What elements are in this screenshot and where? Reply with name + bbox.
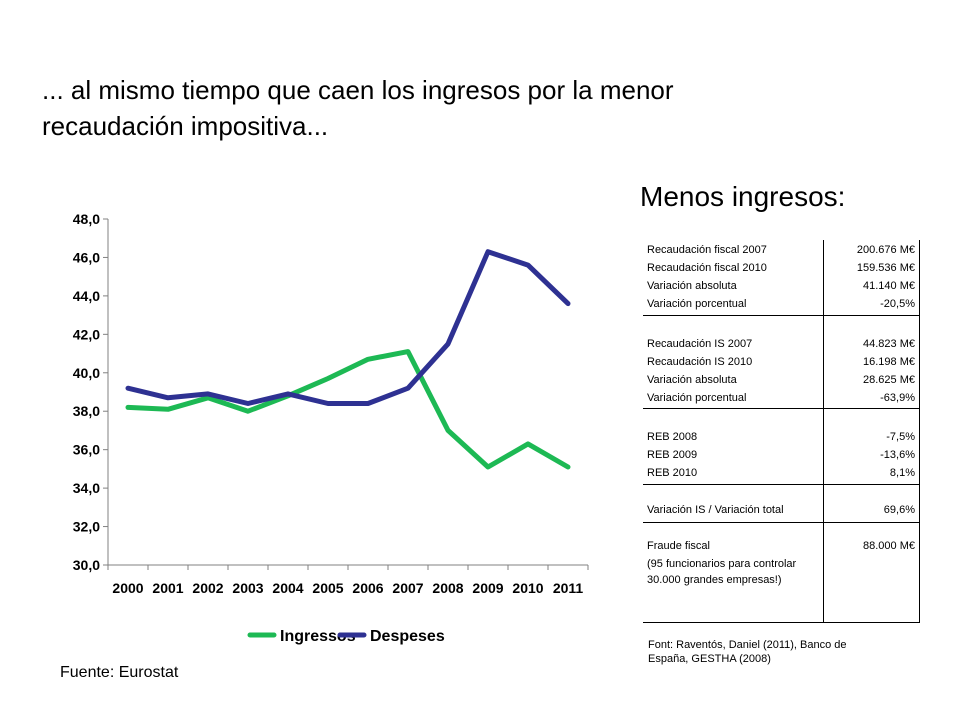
y-tick-label: 30,0 xyxy=(73,557,100,573)
y-tick-label: 48,0 xyxy=(73,211,100,227)
table-row-label: Variación porcentual xyxy=(647,298,747,310)
table-row-value: -7,5% xyxy=(886,431,915,443)
table-row-label: Recaudación fiscal 2010 xyxy=(647,262,767,274)
table-row-label: Variación absoluta xyxy=(647,280,737,292)
x-tick-label: 2002 xyxy=(192,580,223,596)
table-row: Recaudación IS 2007 44.823 M€ xyxy=(643,336,919,354)
revenue-table: Recaudación fiscal 2007 200.676 M€ Recauda… xyxy=(643,240,920,623)
slide-title: ... al mismo tiempo que caen los ingreso… xyxy=(42,75,674,141)
x-tick-label: 2010 xyxy=(512,580,543,596)
table-row: Variación porcentual -20,5% xyxy=(643,296,919,314)
x-tick-label: 2006 xyxy=(352,580,383,596)
table-row: Recaudación fiscal 2007 200.676 M€ xyxy=(643,242,919,260)
table-row-label: Recaudación IS 2010 xyxy=(647,356,753,368)
table-row: REB 2008 -7,5% xyxy=(643,429,919,447)
x-tick-label: 2005 xyxy=(312,580,343,596)
side-heading: Menos ingresos: xyxy=(640,181,846,212)
table-row-label: REB 2009 xyxy=(647,449,698,461)
x-tick-label: 2001 xyxy=(152,580,183,596)
table-group-divider xyxy=(643,315,919,316)
table-group-divider xyxy=(643,484,919,485)
table-group-divider xyxy=(643,522,919,523)
table-row-value: 159.536 M€ xyxy=(856,262,915,274)
y-tick-label: 44,0 xyxy=(73,288,100,304)
y-tick-label: 38,0 xyxy=(73,403,100,419)
x-tick-label: 2011 xyxy=(553,580,584,596)
table-row-label: Variación IS / Variación total xyxy=(647,504,784,516)
table-row-value: 41.140 M€ xyxy=(863,280,915,292)
source-citation: Font: Raventós, Daniel (2011), Banco de … xyxy=(648,639,847,665)
table-row-value: 44.823 M€ xyxy=(863,338,915,350)
table-row-label: Recaudación IS 2007 xyxy=(647,338,753,350)
table-row: Variación absoluta 41.140 M€ xyxy=(643,278,919,296)
y-tick-label: 42,0 xyxy=(73,326,100,342)
table-row-value: 88.000 M€ xyxy=(863,540,915,552)
series-lines xyxy=(125,249,571,470)
table-row-value: 69,6% xyxy=(883,504,915,516)
table-row-value: 8,1% xyxy=(889,467,915,479)
table-row-value: 16.198 M€ xyxy=(863,356,915,368)
table-row-value: -13,6% xyxy=(880,449,915,461)
table-row-label: Fraude fiscal xyxy=(647,540,710,552)
table-row: REB 2009 -13,6% xyxy=(643,447,919,465)
table-row: REB 2010 8,1% xyxy=(643,465,919,483)
x-axis: 2000 2001 2002 2003 2004 2005 2006 2007 2008 2009… xyxy=(107,564,589,596)
table-row: Recaudación IS 2010 16.198 M€ xyxy=(643,354,919,372)
x-tick-label: 2003 xyxy=(232,580,263,596)
y-tick-label: 32,0 xyxy=(73,519,100,535)
table-row: Variación absoluta 28.625 M€ xyxy=(643,372,919,390)
y-tick-label: 46,0 xyxy=(73,249,100,265)
table-row-label: REB 2008 xyxy=(647,431,698,443)
table-row-value: 200.676 M€ xyxy=(856,244,915,256)
y-axis: 30,0 32,0 34,0 36,0 38,0 40,0 42,0 44,0 46,0 48,0 xyxy=(73,211,109,573)
table-row-label: Variación porcentual xyxy=(647,392,747,404)
y-tick-label: 34,0 xyxy=(73,480,100,496)
table-row: Variación IS / Variación total 69,6% xyxy=(643,502,919,520)
table-row-value: -63,9% xyxy=(880,392,915,404)
table-row-label: Variación absoluta xyxy=(647,374,737,386)
x-tick-label: 2000 xyxy=(112,580,143,596)
table-column-divider xyxy=(823,240,824,622)
y-tick-label: 40,0 xyxy=(73,365,100,381)
series-line-ingressos xyxy=(125,349,571,470)
x-tick-label: 2009 xyxy=(472,580,503,596)
legend: Ingressos Despeses xyxy=(247,628,445,645)
table-row: Recaudación fiscal 2010 159.536 M€ xyxy=(643,260,919,278)
table-row-label: REB 2010 xyxy=(647,467,698,479)
x-tick-label: 2004 xyxy=(272,580,303,596)
legend-label-ingressos: Ingressos xyxy=(280,628,356,645)
line-chart: 30,0 32,0 34,0 36,0 38,0 40,0 42,0 44,0 46,0 48,0… xyxy=(73,211,589,645)
table-row-label: Recaudación fiscal 2007 xyxy=(647,244,767,256)
table-row-value: 28.625 M€ xyxy=(863,374,915,386)
table-row: Fraude fiscal 88.000 M€ xyxy=(643,538,919,556)
table-row: Variación porcentual -63,9% xyxy=(643,390,919,408)
legend-label-despeses: Despeses xyxy=(370,628,445,645)
source-eurostat: Fuente: Eurostat xyxy=(60,664,179,681)
table-row-value: -20,5% xyxy=(880,298,915,310)
table-note: (95 funcionarios para controlar 30.000 g… xyxy=(647,558,797,586)
x-tick-label: 2007 xyxy=(392,580,423,596)
table-group-divider xyxy=(643,408,919,409)
y-tick-label: 36,0 xyxy=(73,442,100,458)
x-tick-label: 2008 xyxy=(432,580,463,596)
series-line-despeses xyxy=(125,249,571,406)
